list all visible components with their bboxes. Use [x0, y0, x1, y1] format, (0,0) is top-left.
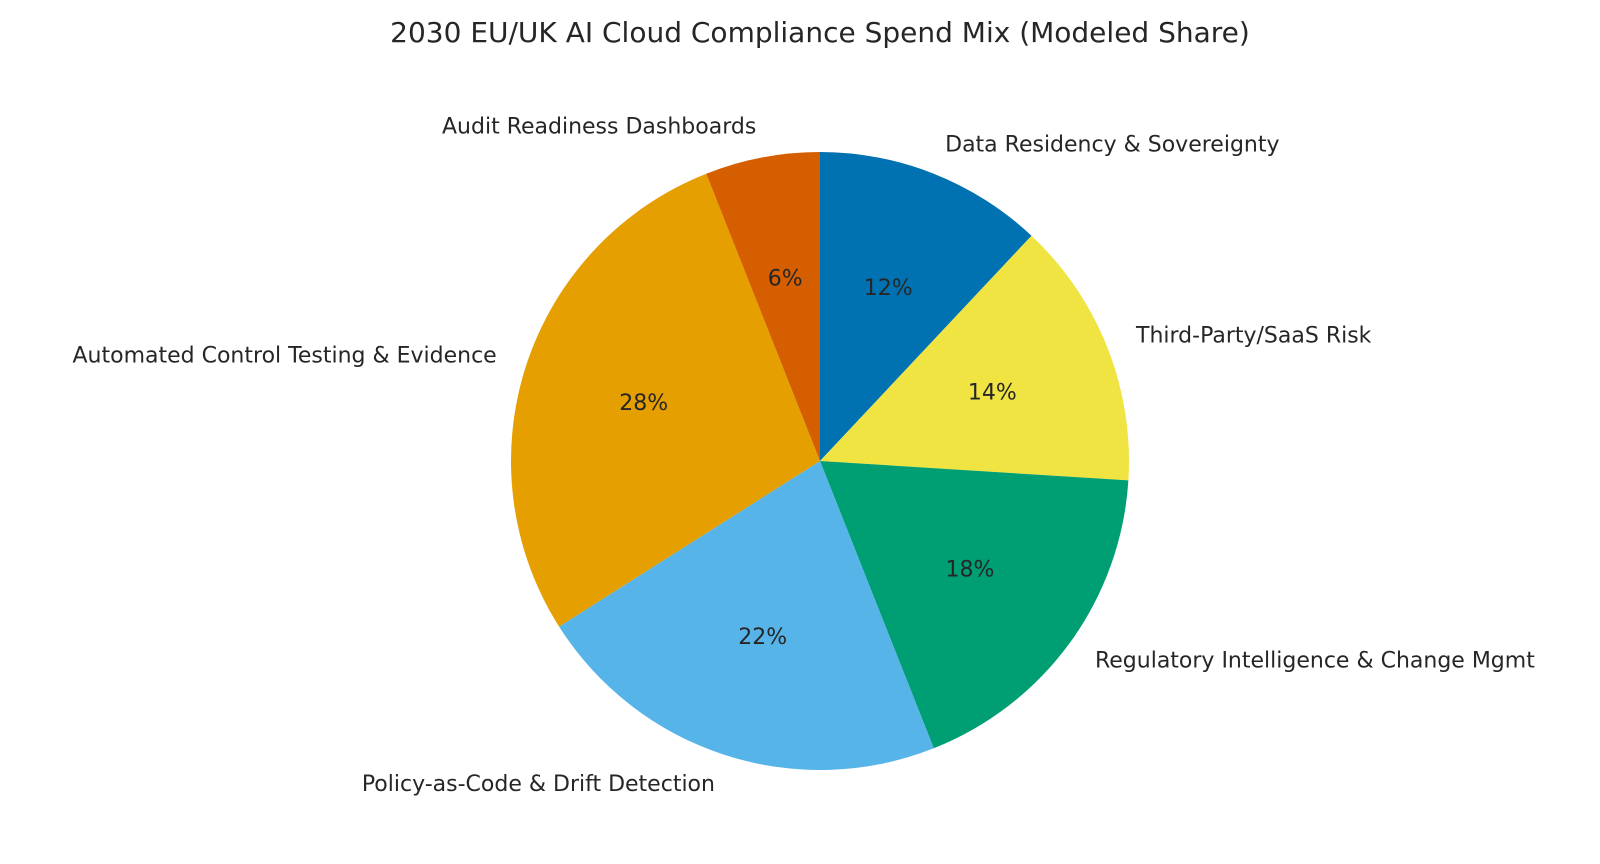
percent-label: 22%	[738, 625, 787, 650]
slice-label: Third-Party/SaaS Risk	[1135, 323, 1372, 348]
pie-slice	[820, 152, 1032, 461]
slice-label: Automated Control Testing & Evidence	[73, 343, 497, 368]
percent-labels: 12% 14% 18% 22% 28% 6%	[619, 266, 1017, 649]
percent-label: 28%	[619, 391, 668, 416]
pie-slice	[510, 173, 820, 627]
pie-slice	[706, 152, 820, 461]
slice-label: Regulatory Intelligence & Change Mgmt	[1095, 648, 1535, 673]
chart-title: 2030 EU/UK AI Cloud Compliance Spend Mix…	[390, 16, 1250, 49]
percent-label: 18%	[946, 557, 995, 582]
percent-label: 12%	[864, 276, 913, 301]
slice-label: Audit Readiness Dashboards	[442, 115, 756, 140]
percent-label: 14%	[968, 380, 1017, 405]
slice-label: Data Residency & Sovereignty	[945, 132, 1279, 157]
pie-slice	[820, 461, 1129, 749]
slice-labels: Data Residency & Sovereignty Third-Party/…	[73, 115, 1536, 797]
percent-label: 6%	[768, 266, 803, 291]
pie-slice	[559, 461, 934, 770]
pie-slice	[820, 235, 1129, 481]
pie-slices	[510, 152, 1129, 770]
slice-label: Policy-as-Code & Drift Detection	[362, 772, 715, 797]
